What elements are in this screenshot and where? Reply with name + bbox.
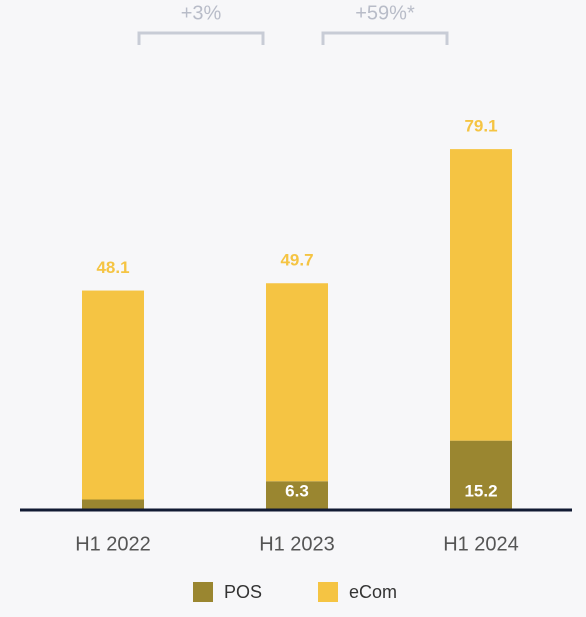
bar-segment <box>266 481 328 510</box>
bracket <box>137 31 265 45</box>
x-tick-label: H1 2023 <box>259 533 335 555</box>
annotation: +3% <box>181 2 222 24</box>
bar-segment <box>450 149 512 441</box>
legend-label: POS <box>224 582 262 602</box>
annotation: +59%* <box>355 2 415 24</box>
total-label: 79.1 <box>464 117 497 136</box>
bar-segment <box>82 290 144 500</box>
legend-swatch <box>318 582 338 602</box>
legend-swatch <box>193 582 213 602</box>
bracket <box>321 31 449 45</box>
total-label: 48.1 <box>96 258 129 277</box>
bar-segment <box>266 283 328 482</box>
segment-label: 6.3 <box>285 481 309 500</box>
total-label: 49.7 <box>280 251 313 270</box>
x-tick-label: H1 2024 <box>443 533 519 555</box>
segment-label: 15.2 <box>464 481 497 500</box>
bar-segment <box>450 440 512 510</box>
legend-label: eCom <box>349 582 397 602</box>
x-tick-label: H1 2022 <box>75 533 151 555</box>
bar-segment <box>82 499 144 510</box>
